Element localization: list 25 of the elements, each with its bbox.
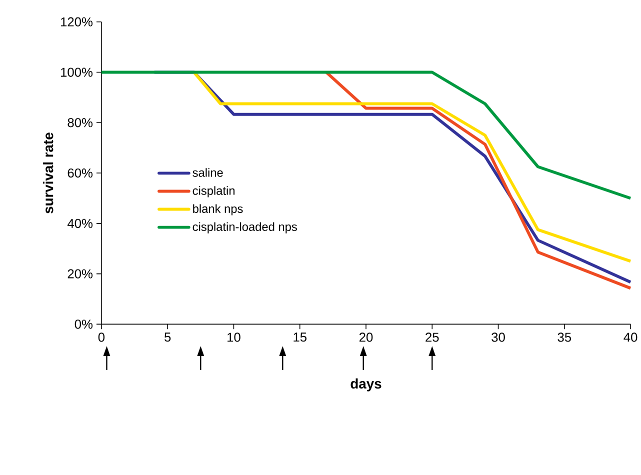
line-series bbox=[100, 70, 632, 200]
x-tick-label: 5 bbox=[164, 332, 171, 342]
x-tick-label: 35 bbox=[558, 332, 572, 342]
legend-label: saline bbox=[192, 168, 223, 177]
x-tick-label: 40 bbox=[624, 332, 638, 342]
x-tick-label: 10 bbox=[228, 332, 240, 342]
legend-label: cisplatin bbox=[192, 186, 235, 198]
line-series bbox=[324, 70, 632, 290]
y-tick-label: 120% bbox=[61, 17, 93, 26]
y-tick-label: 0% bbox=[74, 319, 93, 329]
x-tick-label: 15 bbox=[294, 332, 306, 342]
y-tick-label: 20% bbox=[68, 269, 93, 278]
y-tick-label: 60% bbox=[68, 168, 93, 178]
x-axis-title: days bbox=[350, 378, 382, 392]
x-tick-label: 20 bbox=[359, 332, 373, 342]
line-series bbox=[192, 70, 632, 263]
x-tick-label: 30 bbox=[492, 332, 505, 342]
x-tick-label: 25 bbox=[426, 332, 439, 342]
y-tick-label: 80% bbox=[68, 118, 93, 128]
x-tick-label: 0 bbox=[98, 332, 105, 342]
y-axis-title: survival rate bbox=[43, 132, 54, 214]
y-tick-label: 40% bbox=[67, 218, 93, 228]
legend-label: blank nps bbox=[193, 204, 243, 216]
legend-label: cisplatin-loaded nps bbox=[192, 222, 297, 234]
y-tick-label: 100% bbox=[61, 68, 93, 77]
